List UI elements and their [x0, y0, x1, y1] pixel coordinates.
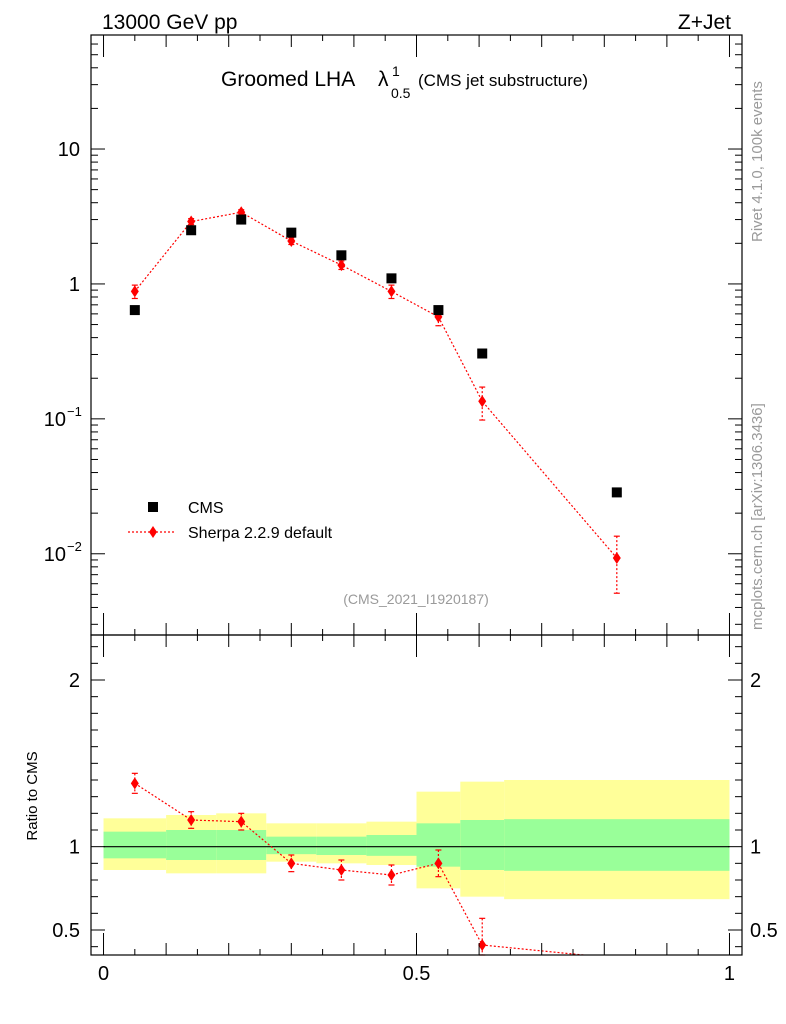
ratio-y-tick-label: 0.5 — [52, 920, 80, 942]
y-tick-exponent: −2 — [67, 539, 82, 554]
ratio-mc-point — [434, 857, 443, 870]
ratio-mc-point — [337, 864, 346, 876]
ratio-y-tick-label: 1 — [69, 837, 80, 859]
cms-point — [433, 305, 444, 316]
cms-point — [611, 487, 622, 498]
y-tick-label: 10 — [44, 409, 66, 431]
mc-point — [287, 235, 296, 248]
uncertainty-band-inner — [460, 820, 505, 870]
cms-point — [186, 225, 197, 236]
legend: CMS Sherpa 2.2.9 default — [128, 500, 333, 542]
uncertainty-band-inner — [103, 831, 167, 859]
y-tick-label: 10 — [58, 139, 80, 161]
legend-cms-label: CMS — [188, 500, 224, 517]
y-tick-exponent: −1 — [67, 404, 82, 419]
mc-point — [478, 395, 487, 408]
title-note: (CMS jet substructure) — [418, 71, 588, 90]
title-superscript: 1 — [392, 63, 400, 79]
cms-point — [336, 250, 347, 261]
cms-point — [286, 227, 297, 238]
ratio-y-tick-label-right: 2 — [750, 670, 761, 692]
header-process-label: Z+Jet — [678, 11, 731, 34]
ratio-y-tick-label-right: 1 — [750, 837, 761, 859]
analysis-watermark: (CMS_2021_I1920187) — [343, 591, 489, 607]
ratio-ylabel: Ratio to CMS — [24, 751, 41, 840]
uncertainty-band-inner — [366, 835, 417, 856]
ratio-mc-point — [187, 814, 196, 826]
ratio-y-tick-label-right: 0.5 — [750, 920, 778, 942]
cms-point — [477, 348, 488, 359]
cms-point — [386, 273, 397, 284]
ratio-mc-point — [387, 869, 396, 881]
ratio-mc-point — [130, 777, 139, 790]
mc-point — [187, 215, 196, 228]
legend-cms-marker — [148, 502, 158, 512]
header-energy-label: 13000 GeV pp — [102, 11, 237, 34]
ratio-mc-point — [478, 939, 487, 951]
mc-point — [130, 285, 139, 298]
legend-mc-marker — [149, 526, 157, 538]
mc-point — [337, 259, 346, 272]
x-tick-label: 0 — [98, 963, 109, 985]
ratio-panel: 0 0.5 1 2 2 1 1 0.5 0.5 Ratio to CMS — [24, 613, 778, 985]
main-content — [129, 206, 622, 594]
cms-point — [129, 305, 140, 316]
ratio-y-tick-label: 2 — [69, 670, 80, 692]
uncertainty-band-inner — [504, 819, 730, 871]
x-tick-label: 1 — [724, 963, 735, 985]
mcplots-label: mcplots.cern.ch [arXiv:1306.3436] — [749, 403, 766, 630]
main-panel-frame — [90, 34, 743, 636]
y-tick-label: 1 — [69, 274, 80, 296]
x-tick-label: 0.5 — [403, 963, 431, 985]
title-symbol: λ — [378, 68, 389, 91]
uncertainty-band-inner — [316, 836, 367, 855]
mc-point — [612, 552, 621, 565]
ratio-content — [103, 772, 730, 956]
uncertainty-band-inner — [166, 830, 217, 860]
uncertainty-band-inner — [216, 830, 267, 860]
title-subscript: 0.5 — [391, 85, 411, 101]
mc-point — [387, 285, 396, 298]
cms-point — [236, 214, 247, 225]
ratio-mc-point — [287, 857, 296, 870]
ratio-ticks: 0 0.5 1 2 2 1 1 0.5 0.5 — [52, 613, 778, 985]
ratio-mc-point — [237, 815, 246, 828]
uncertainty-band-inner — [266, 836, 317, 855]
title-main: Groomed LHA — [221, 68, 355, 91]
rivet-version-label: Rivet 4.1.0, 100k events — [749, 81, 766, 242]
y-tick-label: 10 — [44, 544, 66, 566]
plot-title: Groomed LHA λ 1 0.5 (CMS jet substructur… — [221, 63, 588, 101]
legend-mc-label: Sherpa 2.2.9 default — [188, 525, 333, 542]
